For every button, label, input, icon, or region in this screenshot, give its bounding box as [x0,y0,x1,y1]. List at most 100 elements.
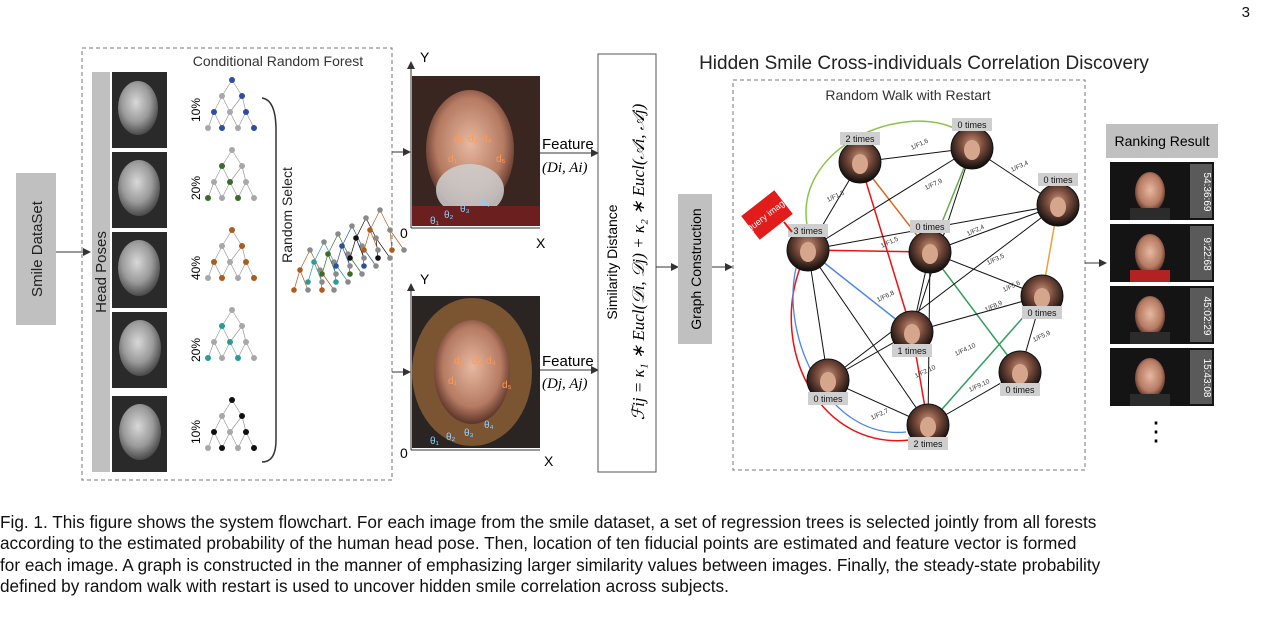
caption-line: for each image. A graph is constructed i… [0,554,1101,575]
smile-dataset-label: Smile DataSet [29,200,46,297]
pct-2: 20% [189,176,203,200]
graph-edge [807,249,929,426]
edge-label: 1/F9,10 [968,378,991,394]
restart-arc [805,120,959,231]
svg-text:d₂: d₂ [454,134,464,145]
ranking-timestamp: 15:43:08 [1201,359,1212,398]
svg-text:d₄: d₄ [486,356,496,367]
edge-label: 1/F3,4 [1010,160,1030,174]
crf-title: Conditional Random Forest [193,53,364,69]
rwr-title: Random Walk with Restart [825,87,990,103]
graph-node: 0 times [1020,274,1064,319]
graph-edge [859,161,913,333]
graph-edge [807,249,913,333]
ranking-result: Ranking Result 54:36:69 9:22:68 45:02:29 15… [1106,124,1218,446]
random-select-label: Random Select [279,167,295,263]
node-count-label: 0 times [1043,175,1073,185]
graph-node: 2 times [906,403,950,450]
svg-text:θ₂: θ₂ [446,432,456,443]
graph-edge [929,204,1059,253]
ranking-image-4: 15:43:08 [1110,348,1214,406]
forest-4 [205,307,257,361]
svg-text:d₁: d₁ [448,154,458,165]
svg-text:d₅: d₅ [496,154,506,165]
feature-vector-top: (Di, Ai) [542,160,588,176]
query-image-label: Query image [741,190,793,240]
graph-node: 3 times [786,224,830,272]
graph-node: 2 times [838,132,882,184]
ranking-images: 54:36:69 9:22:68 45:02:29 15:43:08 [1110,162,1214,406]
feature-label-bottom: Feature [542,353,594,370]
crf-box [81,47,393,481]
similarity-formula: ℱij = κ₁ ∗ Eucl(𝒟i, 𝒟j) + κ₂ ∗ Eucl(𝒜i, … [629,103,648,420]
graph-node: 0 times [950,118,994,170]
face-plot-top: Y X 0 d₂ d₃ d₄ d₁ d₅ θ₁ θ₂ θ₃ θ₄ [400,49,546,251]
ranking-timestamp: 54:36:69 [1201,173,1212,212]
pct-4: 20% [189,338,203,362]
landmarks-top: d₂ d₃ d₄ d₁ d₅ θ₁ θ₂ θ₃ θ₄ [430,134,506,227]
edge-label: 1/F1,6 [910,138,930,152]
axis-y-bottom: Y [420,271,430,287]
graph-node: 0 times [998,350,1042,396]
svg-text:θ₂: θ₂ [444,210,454,221]
rwr-graph: 1/F1,31/F1,61/F7,91/F3,41/F1,51/F2,41/F3… [786,118,1080,450]
node-count-label: 2 times [845,134,875,144]
ranking-more: ⋮ [1143,416,1169,446]
svg-text:θ₁: θ₁ [430,216,440,227]
graph-node: 0 times [1036,173,1080,227]
feature-top: Feature (Di, Ai) [540,136,599,176]
graph-edge [807,249,829,381]
selected-trees [291,207,407,293]
feature-bottom: Feature (Dj, Aj) [540,353,599,392]
svg-text:d₂: d₂ [454,356,464,367]
forest-2 [205,147,257,201]
edge-label: 1/F7,9 [924,178,944,192]
graph-edge [929,251,1021,373]
svg-text:θ₁: θ₁ [430,436,440,447]
graph-node: 1 times [890,310,934,357]
svg-text:d₃: d₃ [472,356,482,367]
graph-edge [827,204,1059,381]
forest-3 [205,227,257,281]
head-poses-bar [92,72,110,472]
node-count-label: 0 times [813,394,843,404]
pct-5: 10% [189,420,203,444]
rwr-box [732,79,1086,471]
graph-node: 0 times [806,358,850,405]
discovery-title: Hidden Smile Cross-individuals Correlati… [699,53,1149,74]
svg-text:θ₃: θ₃ [464,428,474,439]
edge-label: 1/F8,9 [984,300,1004,314]
node-count-label: 0 times [957,120,987,130]
head-pose-images [112,72,167,472]
graph-edge [807,147,973,251]
ranking-image-1: 54:36:69 [1110,162,1214,220]
axis-y-top: Y [420,49,430,65]
edge-label: 1/F5,9 [1032,330,1052,344]
smile-dataset-block: Smile DataSet [16,173,56,325]
node-count-label: 0 times [915,222,945,232]
ranking-timestamp: 45:02:29 [1201,297,1212,336]
head-poses-label: Head Poses [93,231,110,313]
similarity-box: Similarity Distance ℱij = κ₁ ∗ Eucl(𝒟i, … [597,53,657,473]
caption-line: according to the estimated probability o… [0,533,1077,554]
origin-top: 0 [400,225,408,241]
graph-edge [911,295,1043,333]
feature-label-top: Feature [542,136,594,153]
svg-text:d₄: d₄ [482,134,492,145]
regression-forests [205,77,257,451]
node-count-label: 3 times [793,226,823,236]
figure-caption: Fig. 1. This figure shows the system flo… [0,512,1252,597]
caption-line: defined by random walk with restart is u… [0,575,729,596]
node-count-label: 0 times [1027,308,1057,318]
origin-bottom: 0 [400,445,408,461]
node-count-label: 2 times [913,439,943,449]
svg-text:θ₃: θ₃ [460,204,470,215]
edge-label: 1/F6,8 [876,290,896,304]
ranking-image-2: 9:22:68 [1110,224,1214,282]
axis-x-bottom: X [544,453,554,469]
page-number: 3 [1241,4,1250,21]
svg-text:d₁: d₁ [448,376,458,387]
graph-construction-block: Graph Construction [678,194,712,344]
ranking-image-3: 45:02:29 [1110,286,1214,344]
pct-3: 40% [189,256,203,280]
